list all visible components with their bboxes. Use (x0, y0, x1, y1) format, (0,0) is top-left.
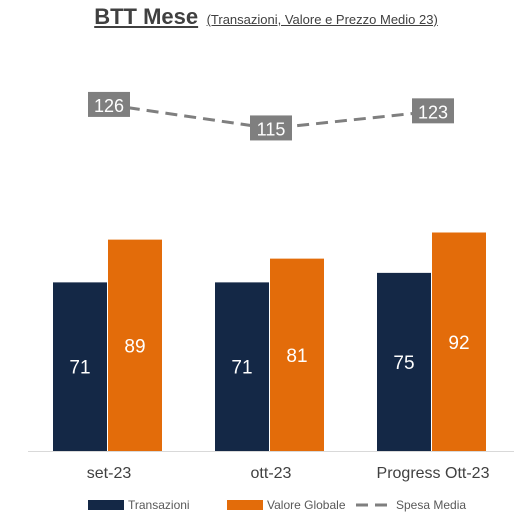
chart-subtitle: (Transazioni, Valore e Prezzo Medio 23) (206, 12, 438, 27)
data-label-box-spesa-media-ott-23 (250, 115, 292, 141)
bar-transazioni-set-23 (53, 282, 107, 451)
chart-title-main: BTT Mese (94, 4, 199, 29)
data-label-box-spesa-media-set-23 (88, 91, 130, 117)
legend-swatch-transazioni (88, 500, 124, 510)
data-label-valore-globale-set-23: 89 (124, 336, 145, 357)
chart-title: BTT Mese (Transazioni, Valore e Prezzo M… (0, 4, 532, 30)
legend-label-valore-globale: Valore Globale (267, 498, 346, 512)
x-tick-label-ott-23: ott-23 (251, 465, 292, 482)
bar-transazioni-ott-23 (215, 282, 269, 451)
legend-label-transazioni: Transazioni (128, 498, 190, 512)
data-label-valore-globale-progress-ott-23: 92 (448, 333, 469, 354)
bar-valore-globale-set-23 (108, 239, 162, 451)
data-label-valore-globale-ott-23: 81 (286, 346, 307, 367)
data-label-transazioni-ott-23: 71 (231, 358, 252, 379)
bar-valore-globale-progress-ott-23 (432, 232, 486, 451)
legend-label-spesa-media: Spesa Media (396, 498, 466, 512)
x-tick-label-progress-ott-23: Progress Ott-23 (377, 465, 490, 482)
legend-swatch-valore-globale (227, 500, 263, 510)
data-label-spesa-media-ott-23: 115 (257, 119, 286, 139)
data-label-transazioni-set-23: 71 (69, 358, 90, 379)
data-label-spesa-media-progress-ott-23: 123 (418, 102, 448, 122)
data-label-transazioni-progress-ott-23: 75 (393, 353, 414, 374)
data-label-box-spesa-media-progress-ott-23 (412, 98, 454, 124)
data-label-spesa-media-set-23: 126 (94, 96, 124, 116)
x-tick-label-set-23: set-23 (87, 465, 132, 482)
bar-valore-globale-ott-23 (270, 258, 324, 451)
bar-transazioni-progress-ott-23 (377, 272, 431, 451)
